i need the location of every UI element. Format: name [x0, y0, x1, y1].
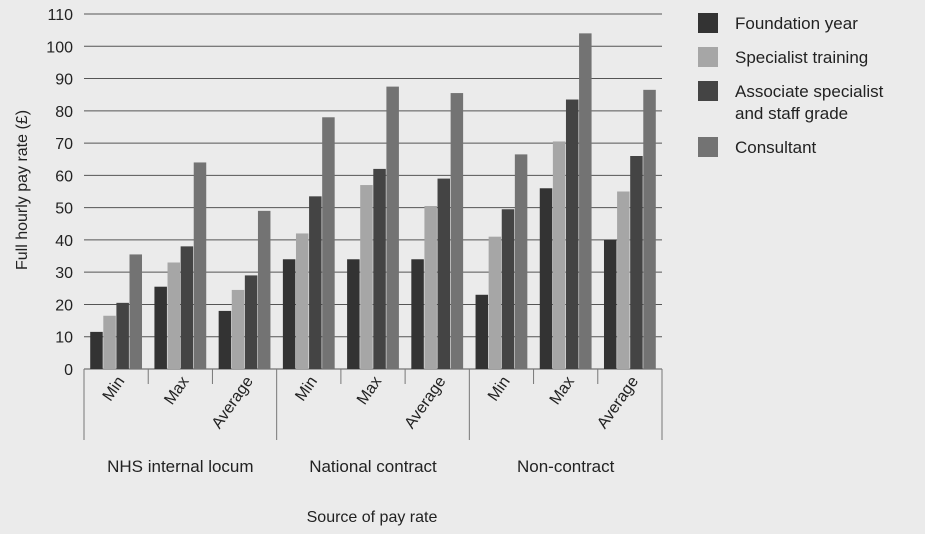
bar: [103, 315, 116, 369]
legend-label: Specialist training: [735, 48, 868, 67]
bar: [475, 294, 489, 369]
bar: [630, 156, 643, 369]
group-label: NHS internal locum: [107, 457, 253, 476]
y-tick-label: 20: [55, 297, 73, 314]
bar: [565, 99, 579, 369]
bar: [295, 233, 309, 369]
x-tick-label: Average: [209, 373, 257, 431]
bar: [180, 246, 194, 369]
bar: [244, 275, 258, 369]
bar: [386, 86, 399, 369]
legend-swatch: [698, 137, 718, 157]
bar: [309, 196, 322, 369]
x-tick-label: Min: [292, 374, 321, 405]
bar: [129, 254, 143, 369]
group-label: Non-contract: [517, 457, 615, 476]
bar: [424, 206, 437, 369]
legend-item: Specialist training: [698, 47, 868, 67]
y-tick-label: 40: [55, 233, 73, 250]
legend-label: Associate specialist and staff grade: [735, 82, 884, 123]
bar: [603, 239, 617, 369]
bar: [218, 310, 232, 369]
bar: [643, 89, 656, 369]
legend-swatch: [698, 47, 718, 67]
y-tick-label: 30: [55, 265, 73, 282]
y-tick-label: 110: [47, 7, 73, 24]
x-axis-title: Source of pay rate: [307, 509, 438, 526]
x-tick-label: Max: [354, 374, 385, 409]
bar: [154, 286, 167, 369]
bar: [552, 141, 566, 369]
grid-lines: [84, 13, 662, 370]
group-label: National contract: [309, 457, 437, 476]
bar: [347, 259, 360, 369]
y-tick-label: 50: [55, 201, 73, 218]
y-tick-label: 100: [46, 39, 73, 56]
bar: [501, 209, 515, 369]
bar: [411, 259, 424, 369]
bar: [450, 93, 464, 370]
y-tick-label: 0: [64, 362, 73, 379]
y-axis-title: Full hourly pay rate (£): [14, 110, 31, 270]
legend-item: Foundation year: [698, 13, 858, 33]
bar: [488, 236, 502, 369]
bar: [539, 188, 553, 369]
bar: [116, 302, 129, 369]
bar: [322, 117, 335, 369]
bar: [282, 259, 296, 369]
x-tick-label: Max: [547, 374, 578, 409]
legend-item: Associate specialist and staff grade: [698, 81, 884, 123]
x-tick-label: Average: [402, 373, 450, 431]
bar: [617, 191, 630, 369]
bar: [360, 185, 373, 369]
y-tick-label: 10: [55, 330, 73, 347]
y-tick-label: 70: [55, 136, 73, 153]
y-tick-label: 90: [55, 72, 73, 89]
x-tick-label: Min: [100, 374, 129, 405]
bar: [231, 289, 245, 369]
legend-label: Consultant: [735, 138, 817, 157]
bar: [373, 168, 386, 369]
x-tick-label: Average: [594, 373, 642, 431]
legend-label: Foundation year: [735, 14, 858, 33]
legend-item: Consultant: [698, 137, 817, 157]
bar: [193, 162, 207, 369]
x-tick-label: Min: [485, 374, 514, 405]
y-tick-label: 60: [55, 168, 73, 185]
bar: [257, 210, 271, 369]
bar: [90, 331, 103, 369]
bar: [167, 262, 181, 369]
y-tick-label: 80: [55, 104, 73, 121]
bar: [514, 154, 528, 369]
x-tick-label: Max: [161, 374, 192, 409]
bar: [579, 33, 592, 369]
bar: [437, 178, 451, 369]
legend-swatch: [698, 13, 718, 33]
legend: Foundation year Specialist training Associ…: [698, 13, 884, 157]
legend-swatch: [698, 81, 718, 101]
bars: [90, 33, 656, 370]
